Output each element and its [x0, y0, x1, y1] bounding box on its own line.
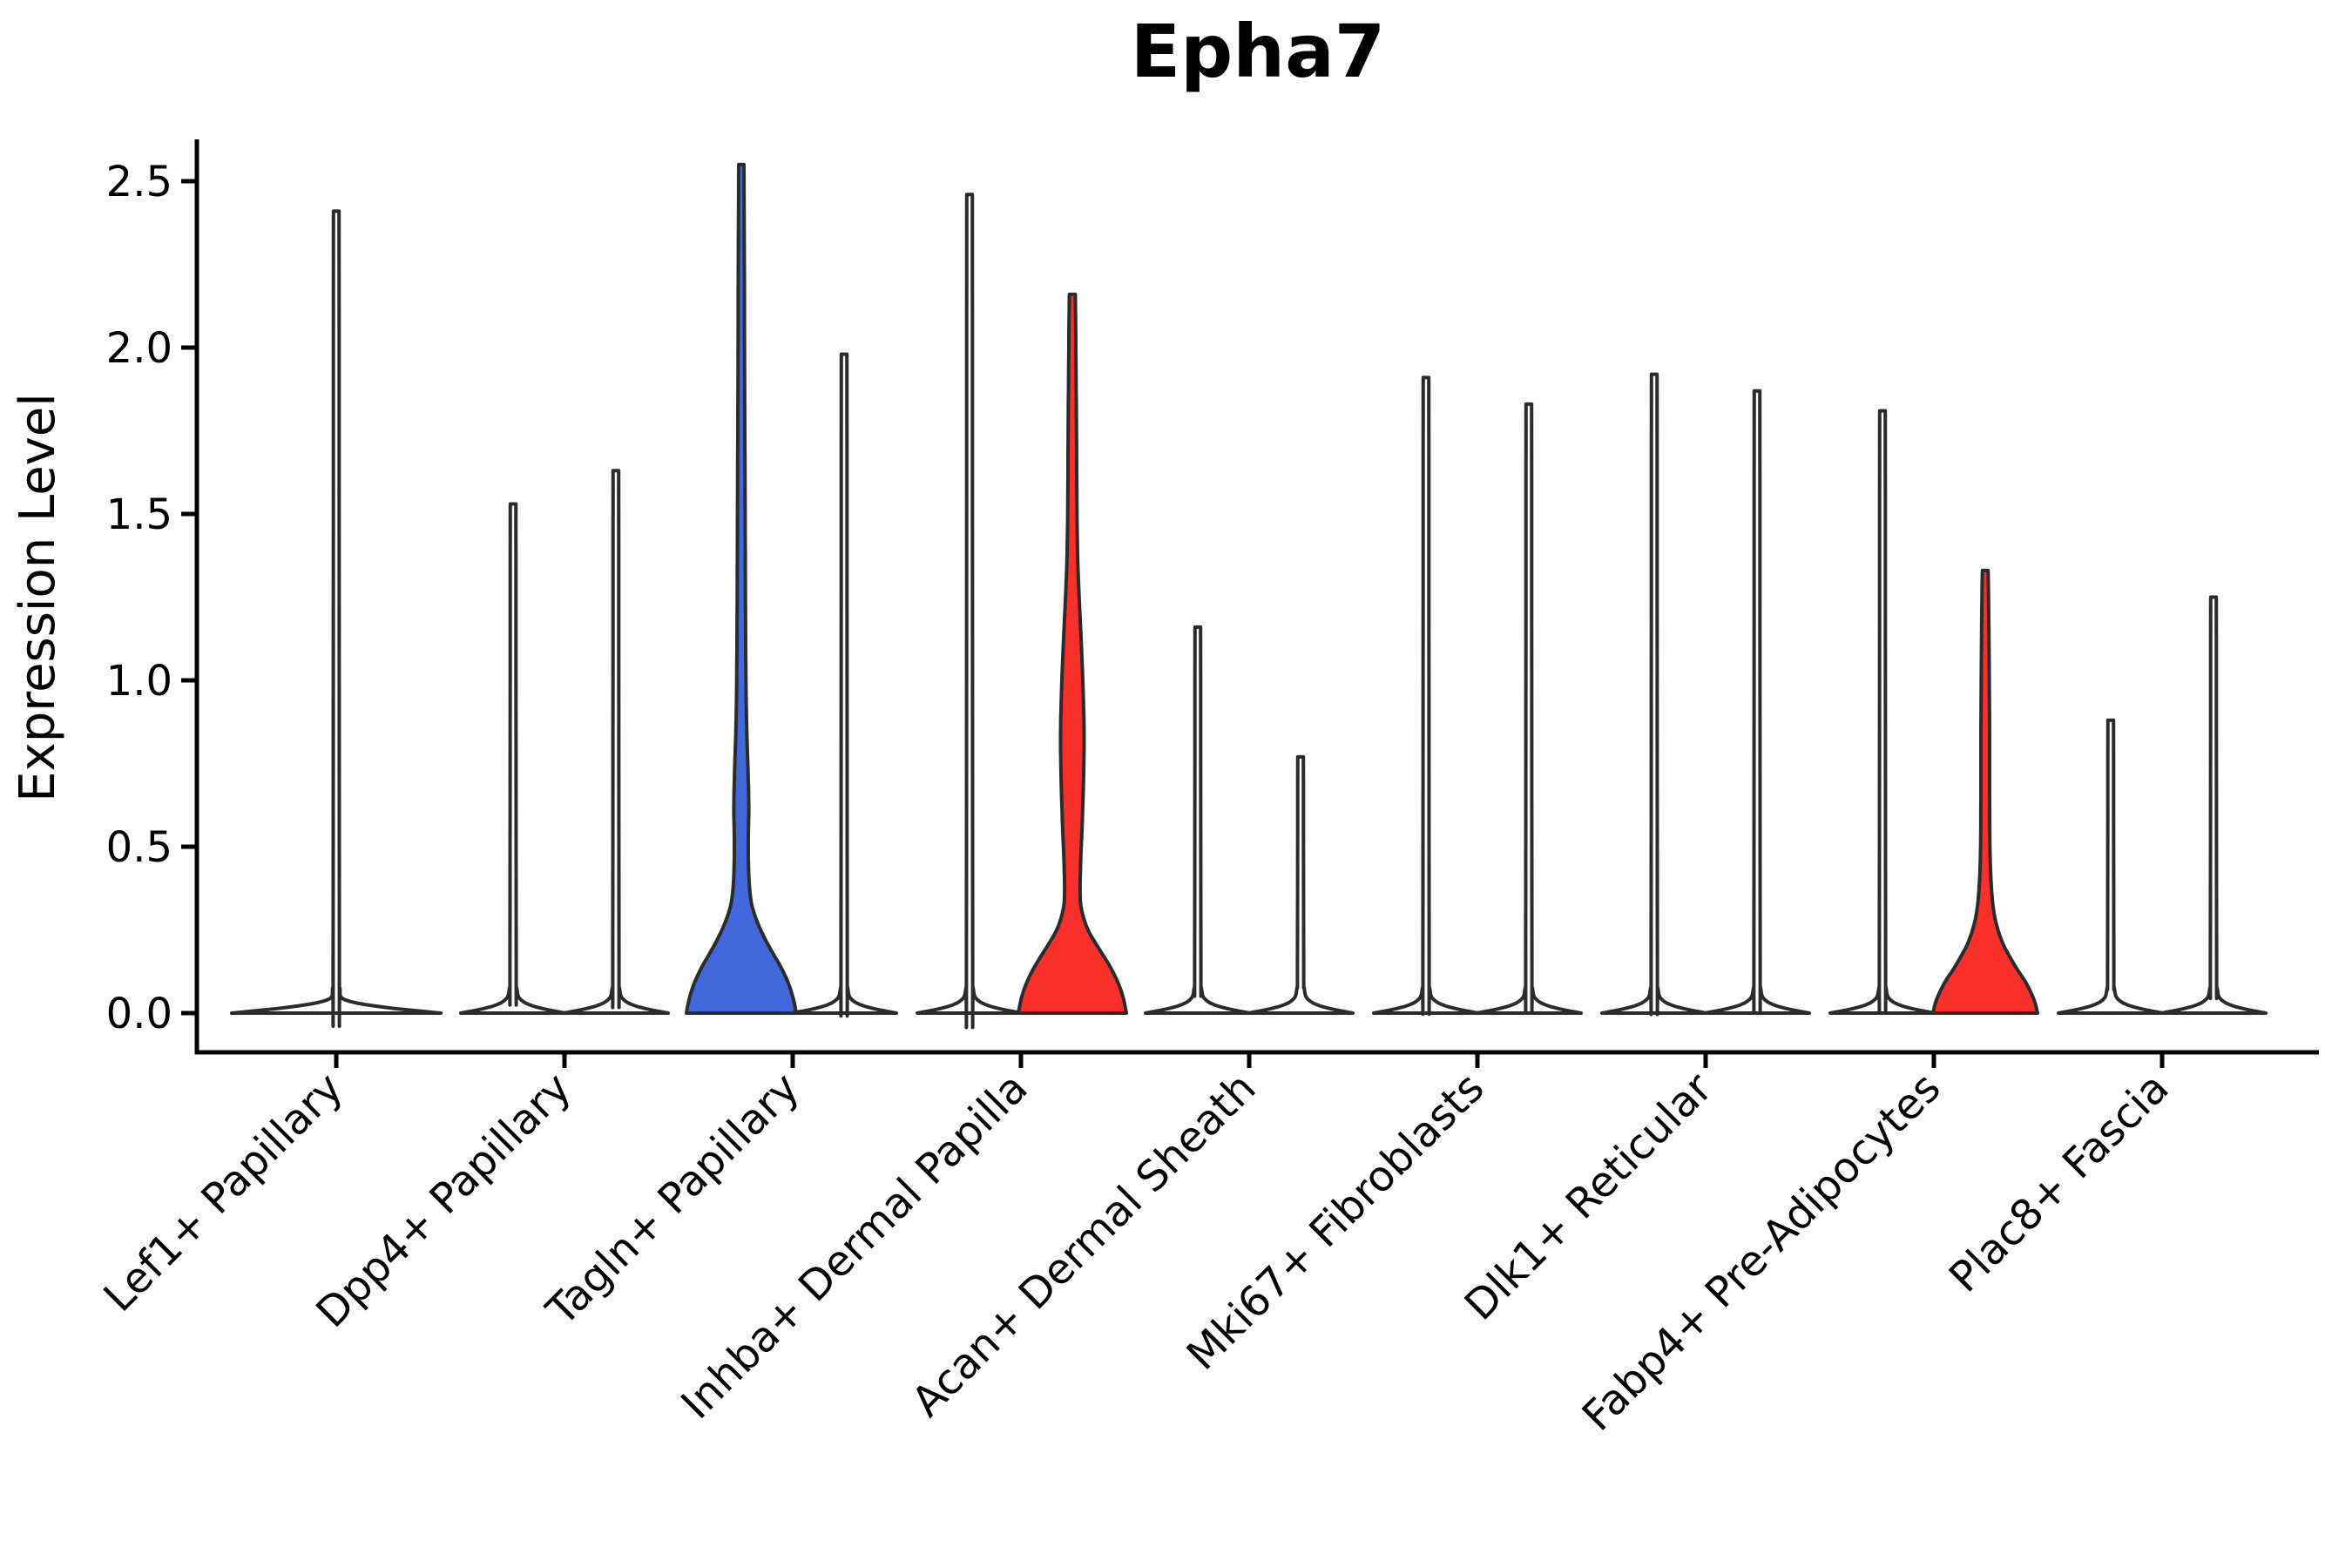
y-tick-label: 2.0 — [106, 324, 172, 373]
y-tick-label: 0.5 — [106, 823, 172, 872]
violin-plac8-fascia-left — [2057, 718, 2165, 1015]
violin-acan-dermal-sheath-right — [1247, 754, 1355, 1015]
violin-fabp4-pre-adipocytes-left — [1828, 409, 1936, 1015]
violin-lef1-papillary-single — [230, 209, 443, 1028]
violin-mki67-fibroblasts-right — [1475, 402, 1583, 1015]
violin-inhba-dermal-papilla-right — [1017, 292, 1128, 1015]
y-tick-label: 0.0 — [106, 990, 172, 1038]
y-axis-label: Expression Level — [10, 393, 66, 802]
violin-plac8-fascia-right — [2159, 595, 2268, 1015]
violin-acan-dermal-sheath-left — [1144, 625, 1252, 1015]
chart-title: Epha7 — [1131, 9, 1385, 94]
violin-dpp4-papillary-right — [562, 469, 670, 1015]
x-tick-label: Tagln+ Papillary — [537, 1064, 808, 1335]
violin-tagln-papillary-right — [790, 352, 898, 1018]
violin-dpp4-papillary-left — [459, 502, 567, 1015]
x-tick-label: Lef1+ Papillary — [95, 1064, 353, 1321]
violin-mki67-fibroblasts-left — [1372, 375, 1480, 1017]
violins-layer — [230, 162, 2268, 1030]
y-tick-label: 1.5 — [106, 490, 172, 539]
x-tick-label: Plac8+ Fascia — [1940, 1064, 2179, 1302]
y-tick-label: 2.5 — [106, 158, 172, 206]
y-tick-label: 1.0 — [106, 657, 172, 706]
x-tick-label: Dpp4+ Papillary — [307, 1064, 580, 1337]
axes-layer — [181, 139, 2319, 1068]
violin-dlk1-reticular-left — [1600, 372, 1708, 1017]
violin-fabp4-pre-adipocytes-right — [1931, 568, 2039, 1015]
violin-tagln-papillary-left — [685, 162, 798, 1015]
violin-dlk1-reticular-right — [1703, 389, 1811, 1016]
violin-inhba-dermal-papilla-left — [916, 193, 1024, 1030]
x-tick-label: Dlk1+ Reticular — [1456, 1064, 1722, 1330]
